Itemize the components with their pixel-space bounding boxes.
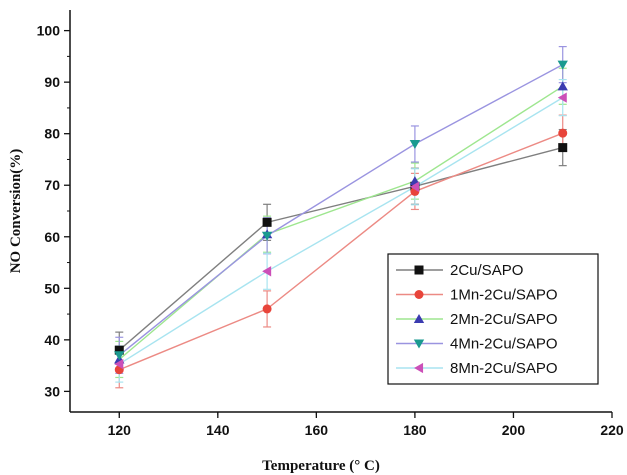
y-tick-label: 100 bbox=[37, 23, 61, 39]
data-point bbox=[557, 81, 568, 91]
x-tick-label: 120 bbox=[108, 422, 132, 438]
x-tick-label: 220 bbox=[600, 422, 624, 438]
series-line bbox=[118, 97, 564, 365]
data-point bbox=[557, 92, 567, 103]
y-tick-label: 70 bbox=[44, 177, 60, 193]
y-tick-label: 90 bbox=[44, 74, 60, 90]
x-tick-label: 200 bbox=[502, 422, 526, 438]
data-point bbox=[557, 60, 568, 70]
x-axis-title: Temperature (° C) bbox=[262, 458, 380, 474]
data-point bbox=[558, 143, 568, 153]
data-point bbox=[409, 181, 419, 192]
series-line bbox=[119, 132, 563, 371]
series-line bbox=[118, 146, 563, 351]
y-tick-label: 60 bbox=[44, 229, 60, 245]
x-tick-label: 180 bbox=[403, 422, 427, 438]
legend-entry: 2Mn-2Cu/SAPO bbox=[396, 311, 558, 328]
y-tick-label: 30 bbox=[44, 383, 60, 399]
legend-marker bbox=[414, 265, 424, 275]
legend-label: 2Mn-2Cu/SAPO bbox=[450, 311, 558, 328]
legend-entry: 8Mn-2Cu/SAPO bbox=[396, 360, 558, 377]
data-point bbox=[114, 351, 125, 361]
data-point bbox=[261, 231, 273, 241]
series-line bbox=[118, 85, 564, 360]
legend-label: 2Cu/SAPO bbox=[450, 262, 523, 279]
data-point bbox=[114, 358, 124, 370]
series-markers bbox=[114, 60, 568, 375]
legend-label: 1Mn-2Cu/SAPO bbox=[450, 287, 558, 304]
legend-label: 4Mn-2Cu/SAPO bbox=[450, 336, 558, 353]
legend-marker bbox=[414, 362, 424, 374]
y-tick-label: 40 bbox=[44, 332, 60, 348]
y-tick-label: 50 bbox=[44, 280, 60, 296]
legend: 2Cu/SAPO 1Mn-2Cu/SAPO 2Mn-2Cu/SAPO 4Mn-2Cu/… bbox=[387, 253, 599, 385]
legend-marker bbox=[414, 290, 424, 299]
y-axis-title: NO Conversion(%) bbox=[8, 149, 24, 274]
data-point bbox=[114, 345, 124, 355]
data-point bbox=[409, 139, 421, 149]
series-lines bbox=[118, 64, 564, 371]
legend-label: 8Mn-2Cu/SAPO bbox=[450, 360, 558, 377]
data-point bbox=[558, 128, 568, 138]
data-point bbox=[262, 266, 272, 277]
x-tick-label: 160 bbox=[305, 422, 329, 438]
legend-entry: 4Mn-2Cu/SAPO bbox=[396, 336, 558, 353]
axes: 30 40 50 60 70 80 90 100 120 140 160 180 200 220 bbox=[37, 10, 624, 438]
legend-marker bbox=[413, 339, 425, 349]
x-tick-label: 140 bbox=[206, 422, 230, 438]
legend-entry: 2Cu/SAPO bbox=[396, 262, 523, 279]
data-point bbox=[262, 217, 272, 227]
y-tick-label: 80 bbox=[44, 126, 60, 142]
data-point bbox=[262, 304, 272, 314]
series-line bbox=[118, 64, 564, 356]
legend-entry: 1Mn-2Cu/SAPO bbox=[396, 287, 558, 304]
legend-marker bbox=[413, 314, 425, 324]
